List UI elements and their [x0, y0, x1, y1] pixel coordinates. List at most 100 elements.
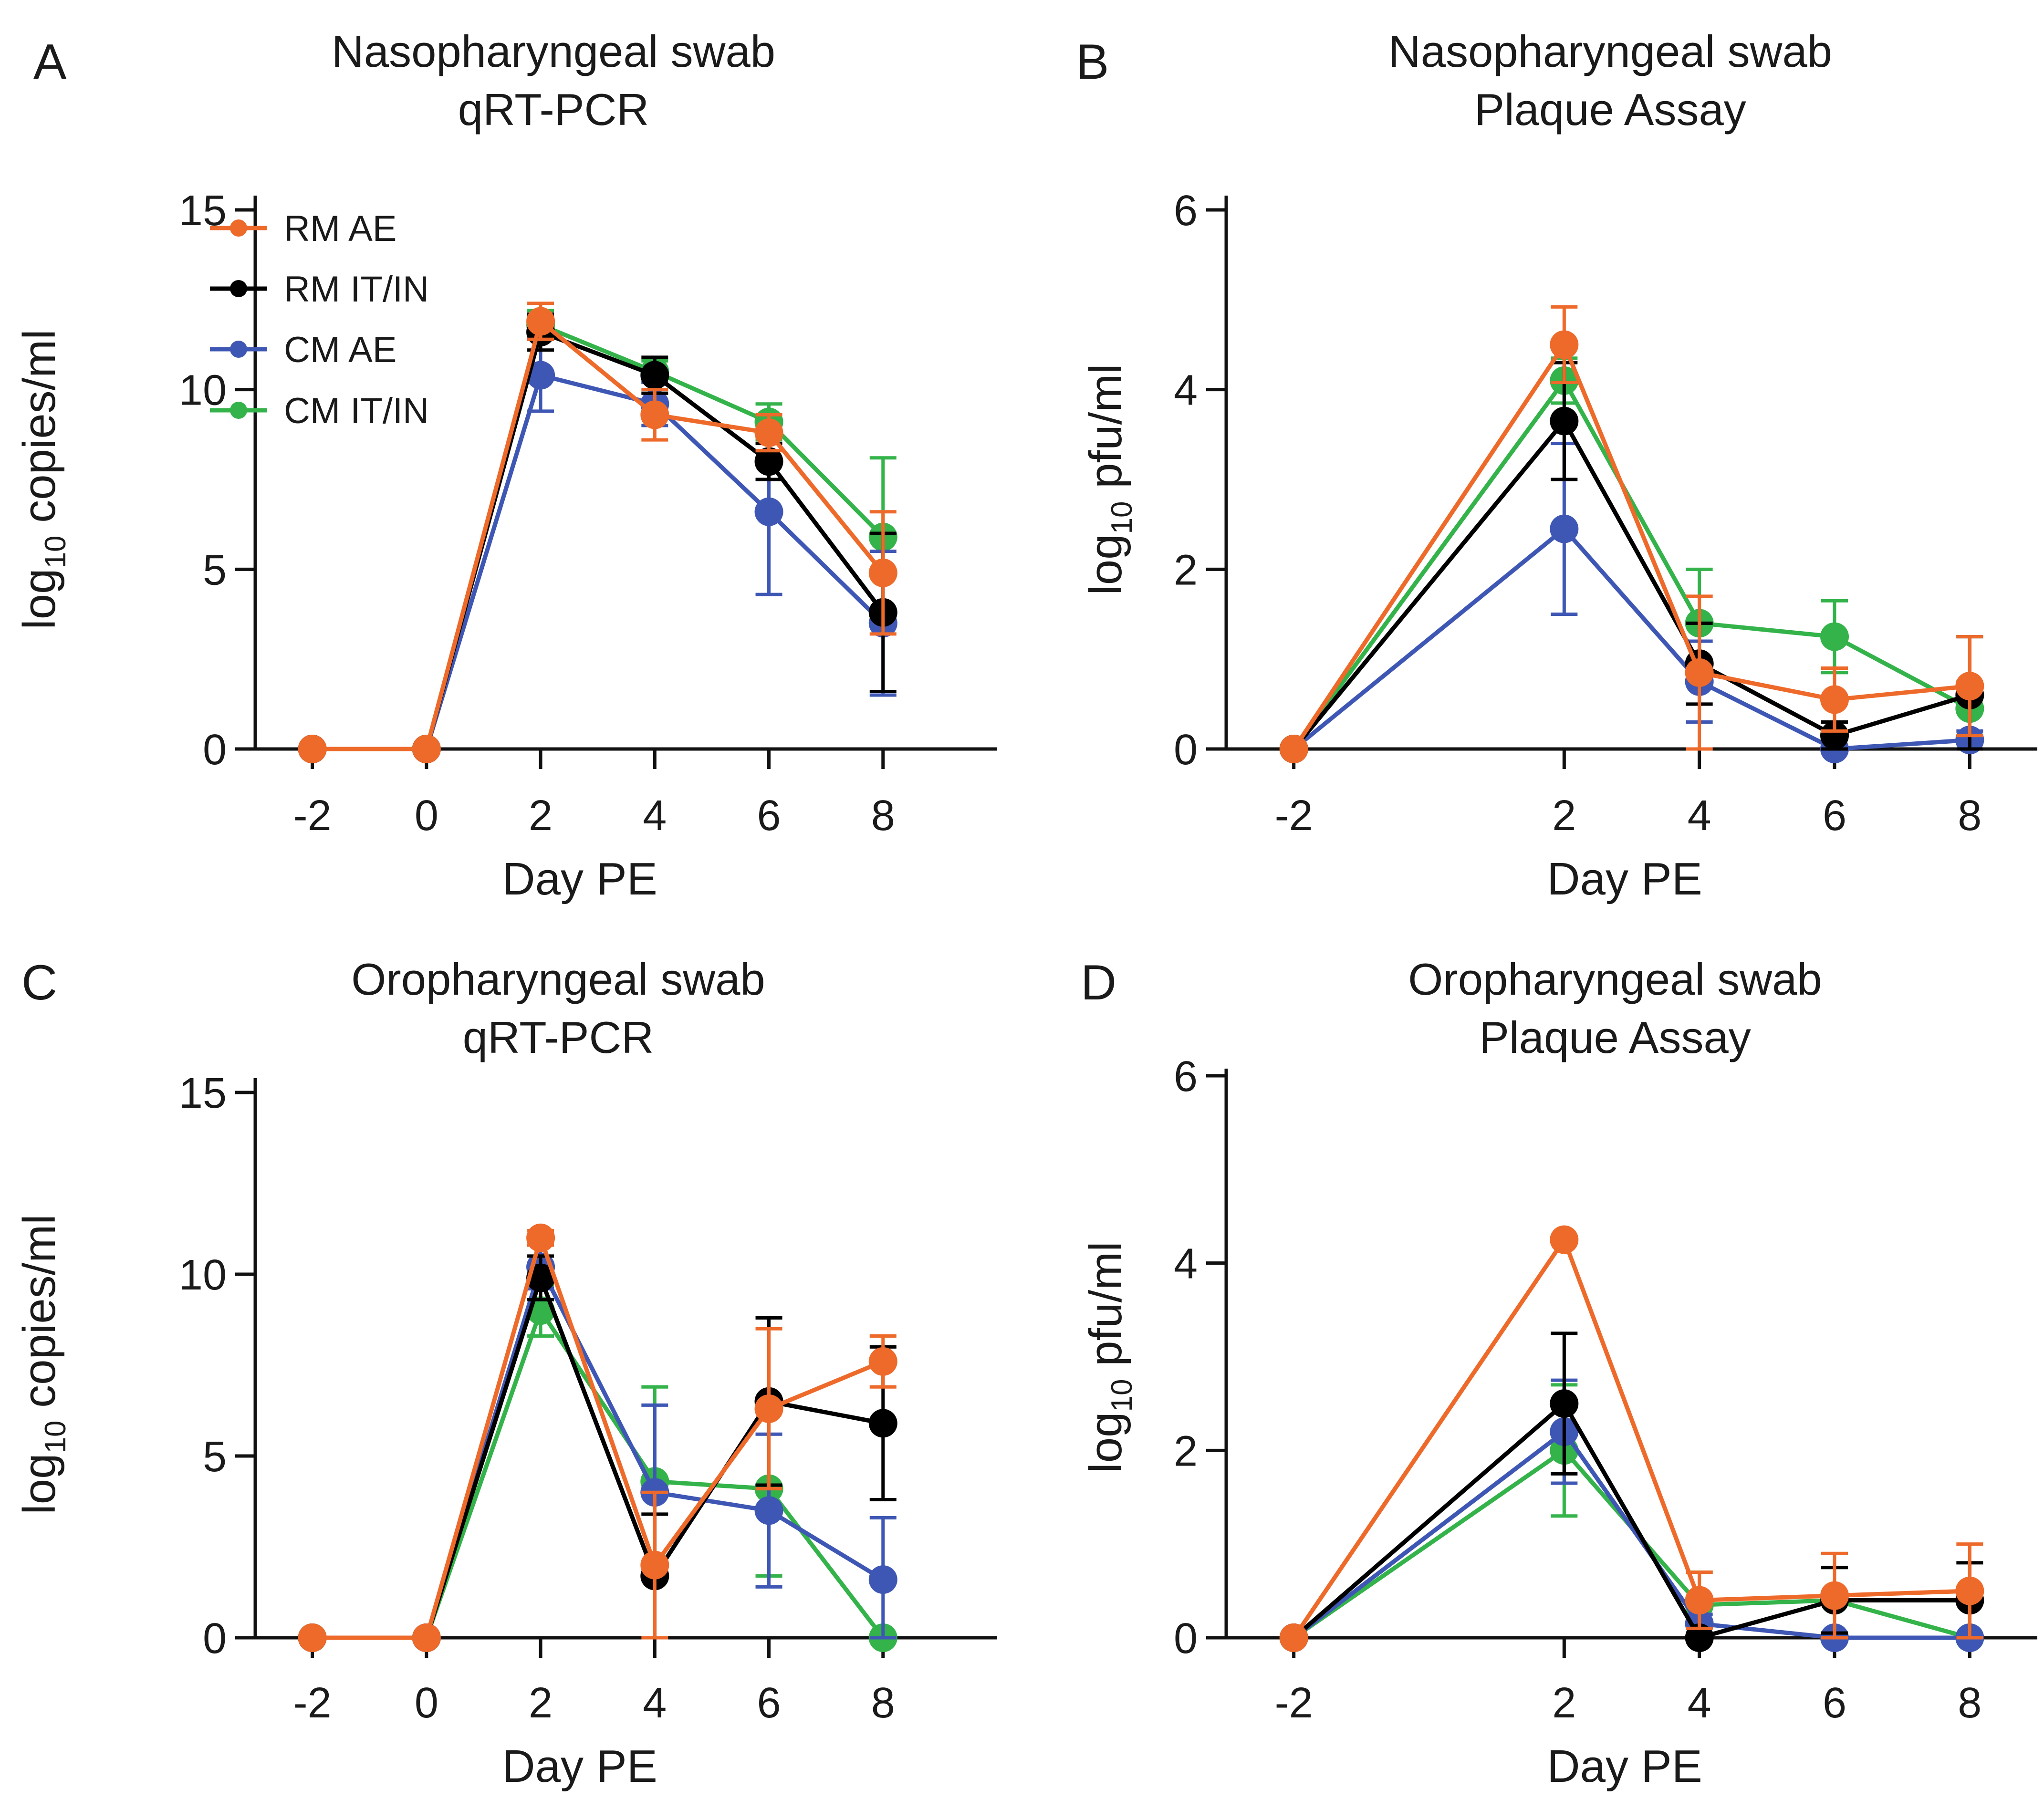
panel-b-point-cm-ae: [1550, 514, 1579, 543]
legend-item-cm-itin: CM IT/IN: [210, 391, 429, 431]
panel-c-y-tick-label: 0: [203, 1615, 227, 1663]
legend-label-rm-itin: RM IT/IN: [284, 269, 429, 310]
panel-c-point-rm-ae: [754, 1394, 783, 1423]
legend-marker-rm-itin: [230, 280, 247, 297]
panel-a-point-cm-ae: [526, 361, 555, 390]
panel-b-x-tick-label: 2: [1552, 792, 1576, 840]
panel-b-point-rm-it-in: [1550, 406, 1579, 436]
panel-c-point-rm-ae: [412, 1623, 441, 1652]
panel-b-point-rm-it-in: [1820, 721, 1849, 750]
panel-c-series-rm-ae: [298, 1223, 897, 1652]
panel-d-point-rm-ae: [1685, 1586, 1714, 1615]
panel-a-point-rm-ae: [640, 400, 669, 429]
panel-b-title-line1: Nasopharyngeal swab: [1388, 26, 1832, 76]
panel-d-y-axis-label: log10 pfu/ml: [1080, 1241, 1138, 1473]
panel-c-x-tick-label: 0: [415, 1679, 438, 1727]
panel-d-x-tick-label: 4: [1688, 1679, 1711, 1727]
panel-d-point-rm-ae: [1550, 1225, 1579, 1254]
panel-c-point-rm-ae: [868, 1347, 897, 1376]
panel-b-plot: 0 2 4 6 -2 2 4 6 8 Day PE log10 pfu/ml: [1080, 187, 2037, 905]
legend: RM AE RM IT/IN CM AE CM IT/IN: [210, 208, 429, 431]
panel-a-point-rm-ae: [868, 558, 897, 587]
panel-c-plot: 0 5 10 15 -2 0 2 4 6 8 Day PE log10 copies/ml: [14, 1070, 997, 1792]
panel-a-line-rm-ae: [312, 319, 885, 751]
panel-c-point-cm-ae: [754, 1496, 783, 1525]
panel-b-point-rm-ae: [1820, 685, 1849, 714]
panel-c-point-rm-ae: [526, 1223, 555, 1252]
legend-label-cm-itin: CM IT/IN: [284, 391, 429, 431]
panel-a-y-tick-label: 5: [203, 546, 227, 594]
panel-a-point-rm-ae: [412, 735, 441, 763]
panel-a-point-cm-ae: [754, 497, 783, 526]
panel-d-y-tick-label: 2: [1174, 1427, 1198, 1475]
panel-c-y-axis-label: log10 copies/ml: [14, 1214, 72, 1514]
panel-b-series-rm-it-in: [1279, 361, 1984, 763]
panel-c-y-tick-label: 15: [179, 1070, 227, 1117]
panel-a-y-tick-label: 0: [203, 726, 227, 774]
panel-c-point-cm-ae: [868, 1565, 897, 1594]
panel-d-y-tick-label: 6: [1174, 1053, 1198, 1101]
panel-c-point-rm-ae: [640, 1550, 669, 1580]
panel-c-x-axis-label: Day PE: [502, 1741, 657, 1792]
panel-b-line-rm-it-in: [1292, 419, 1971, 750]
panel-d: D Oropharyngeal swab Plaque Assay 0 2 4 6 -2…: [1080, 954, 2037, 1792]
legend-marker-cm-itin: [230, 402, 247, 419]
panel-c-series-cm-ae: [298, 1243, 897, 1652]
panel-d-point-rm-it-in: [1550, 1389, 1579, 1418]
panel-d-y-tick-label: 4: [1174, 1240, 1198, 1288]
panel-b-x-tick-label: 6: [1823, 792, 1846, 840]
panel-b-series-cm-it-in: [1279, 356, 1984, 763]
panel-d-line-cm-it-in: [1293, 1448, 1971, 1640]
panel-d-line-rm-it-in: [1292, 1401, 1970, 1640]
panel-d-series-rm-ae: [1279, 1225, 1984, 1652]
panel-c-x-tick-label: 2: [529, 1679, 553, 1727]
panel-b-series-cm-ae: [1279, 442, 1984, 763]
panel-c-label: C: [21, 955, 57, 1010]
panel-b-x-tick-label: 4: [1688, 792, 1711, 840]
panel-b-y-tick-label: 0: [1174, 726, 1198, 774]
panel-a-x-tick-label: 8: [871, 792, 895, 840]
panel-d-line-cm-ae: [1292, 1429, 1970, 1640]
panel-d-plot: 0 2 4 6 -2 2 4 6 8 Day PE log10 pfu/ml: [1080, 1053, 2037, 1792]
panel-c-line-cm-it-in: [312, 1308, 885, 1640]
panel-b-point-cm-it-in: [1820, 622, 1849, 651]
panel-c-series-rm-it-in: [298, 1254, 897, 1652]
panel-b-y-tick-label: 2: [1174, 546, 1198, 594]
legend-marker-rm-ae: [230, 219, 247, 237]
panel-a-y-tick-label: 10: [179, 367, 227, 415]
panel-d-x-tick-label: -2: [1275, 1679, 1313, 1727]
panel-a-x-tick-label: 2: [529, 792, 553, 840]
panel-b-point-rm-ae: [1550, 330, 1579, 359]
panel-d-x-tick-label: 6: [1823, 1679, 1846, 1727]
panel-c: C Oropharyngeal swab qRT-PCR 0 5 10 15 -2 0 2 4…: [14, 954, 997, 1792]
panel-a-series-rm-ae: [298, 302, 897, 763]
legend-item-cm-ae: CM AE: [210, 330, 397, 370]
panel-d-y-tick-label: 0: [1174, 1615, 1198, 1663]
panel-c-title-line2: qRT-PCR: [463, 1012, 654, 1062]
panel-a-x-axis-label: Day PE: [502, 853, 657, 905]
panel-a-x-tick-label: 6: [757, 792, 781, 840]
panel-a-title-line2: qRT-PCR: [458, 84, 649, 135]
panel-d-series-rm-it-in: [1279, 1331, 1984, 1652]
panel-a-point-rm-ae: [754, 418, 783, 447]
panel-d-point-rm-ae: [1955, 1576, 1984, 1605]
panel-a-series-cm-it-in: [298, 309, 897, 763]
panel-b-series-rm-ae: [1279, 305, 1984, 763]
legend-item-rm-ae: RM AE: [210, 208, 397, 249]
panel-a-x-tick-label: -2: [293, 792, 332, 840]
panel-c-line-rm-it-in: [312, 1276, 884, 1640]
panel-a-point-rm-ae: [298, 735, 327, 763]
panel-d-x-tick-label: 8: [1958, 1679, 1981, 1727]
panel-b-line-rm-ae: [1292, 343, 1970, 750]
panel-b-x-tick-label: -2: [1275, 792, 1313, 840]
panel-b-point-rm-ae: [1685, 658, 1714, 687]
legend-item-rm-itin: RM IT/IN: [210, 269, 429, 310]
panel-d-label: D: [1081, 955, 1116, 1010]
panel-d-x-tick-label: 2: [1552, 1679, 1576, 1727]
legend-label-cm-ae: CM AE: [284, 330, 397, 370]
panel-c-point-rm-ae: [298, 1623, 327, 1652]
panel-b-y-axis-label: log10 pfu/ml: [1080, 364, 1138, 595]
panel-b-line-cm-ae: [1292, 527, 1970, 751]
